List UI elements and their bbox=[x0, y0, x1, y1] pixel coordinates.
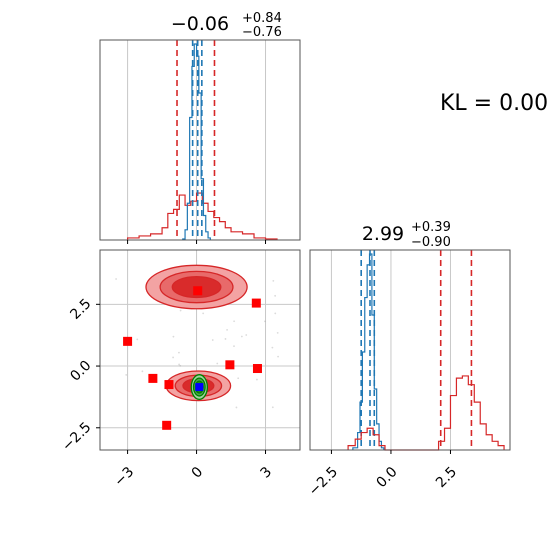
bottom-left-xtick-label-1: 0 bbox=[189, 464, 207, 482]
top-left-title-minus: −0.76 bbox=[242, 25, 282, 40]
sample-point bbox=[178, 363, 181, 366]
red-marker-0 bbox=[193, 286, 203, 296]
sample-point bbox=[245, 334, 248, 336]
bottom-right-hist-blue bbox=[352, 253, 385, 450]
sample-point bbox=[235, 406, 238, 409]
sample-point bbox=[274, 312, 277, 315]
red-marker-1 bbox=[251, 298, 261, 308]
bottom-left-ytick-label-2: 2.5 bbox=[67, 296, 94, 323]
top-left-hist-blue bbox=[182, 43, 211, 240]
bottom-left-xtick-label-0: −3 bbox=[111, 464, 137, 490]
sample-point bbox=[276, 331, 279, 334]
sample-point bbox=[240, 335, 243, 338]
kl-annotation: KL = 0.00 bbox=[440, 91, 548, 116]
red-marker-5 bbox=[148, 373, 158, 383]
red-marker-2 bbox=[123, 336, 133, 346]
bottom-left-scatter-panel: −3 0 3 −2.5 0.0 2.5 bbox=[59, 249, 301, 490]
red-marker-3 bbox=[225, 360, 235, 370]
top-left-title-median: −0.06 bbox=[171, 13, 229, 35]
bottom-right-xtick-label-1: 0.0 bbox=[374, 464, 401, 491]
sample-point bbox=[224, 338, 227, 340]
sample-point bbox=[172, 356, 174, 359]
sample-point bbox=[226, 328, 228, 331]
bottom-right-title-minus: −0.90 bbox=[411, 235, 451, 250]
top-left-title-plus: +0.84 bbox=[242, 11, 282, 26]
sample-point bbox=[263, 320, 266, 323]
sample-point bbox=[136, 338, 139, 341]
sample-point bbox=[115, 278, 118, 280]
sample-point bbox=[172, 335, 175, 338]
top-left-hist-red bbox=[126, 192, 278, 240]
sample-point bbox=[202, 312, 205, 315]
sample-point bbox=[277, 355, 279, 358]
sample-point bbox=[179, 309, 182, 312]
bottom-right-hist-red bbox=[347, 375, 505, 451]
red-marker-4 bbox=[252, 364, 262, 374]
bottom-left-ytick-label-0: −2.5 bbox=[59, 419, 94, 454]
sample-point bbox=[271, 346, 274, 349]
bottom-right-xtick-label-2: 2.5 bbox=[433, 464, 460, 491]
blue-marker bbox=[195, 383, 204, 392]
sample-point bbox=[237, 377, 240, 380]
sample-point bbox=[271, 406, 274, 409]
sample-point bbox=[233, 320, 236, 323]
sample-point bbox=[216, 362, 219, 365]
red-marker-6 bbox=[164, 380, 174, 390]
sample-point bbox=[178, 351, 180, 354]
sample-point bbox=[272, 279, 275, 282]
bottom-left-frame bbox=[99, 249, 301, 451]
top-left-frame bbox=[99, 39, 301, 241]
sample-point bbox=[256, 378, 258, 381]
bottom-right-xtick-label-0: −2.5 bbox=[306, 464, 341, 499]
sample-point bbox=[274, 294, 277, 297]
sample-point bbox=[141, 370, 144, 373]
bottom-right-histogram-panel: −2.5 0.0 2.5 bbox=[306, 249, 511, 499]
sample-point bbox=[179, 364, 182, 367]
sample-point bbox=[233, 345, 235, 348]
red-marker-7 bbox=[162, 420, 172, 430]
bottom-right-frame bbox=[309, 249, 511, 451]
top-left-histogram-panel bbox=[99, 39, 301, 244]
bottom-right-title-plus: +0.39 bbox=[411, 220, 451, 235]
sample-point bbox=[211, 339, 214, 341]
bottom-left-ytick-label-1: 0.0 bbox=[67, 358, 94, 385]
sample-point bbox=[125, 374, 128, 376]
bottom-right-title-median: 2.99 bbox=[362, 223, 404, 245]
bottom-left-xtick-label-2: 3 bbox=[258, 464, 276, 482]
top-left-title: −0.06 bbox=[171, 13, 229, 35]
